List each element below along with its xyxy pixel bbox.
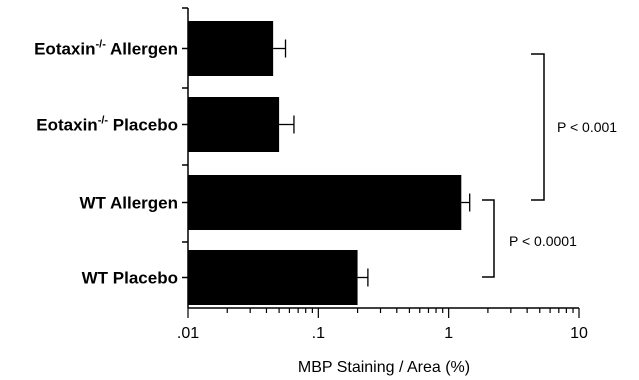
category-label: Eotaxin-/- Allergen [34,39,178,59]
x-tick-label: .01 [177,325,199,342]
bar [188,175,462,230]
significance-label: P < 0.0001 [509,233,577,249]
x-tick-label: .1 [312,325,325,342]
bar [188,21,274,76]
bar [188,250,358,305]
significance-bracket-1 [531,53,545,201]
significance-bracket-2 [482,199,495,278]
category-label: Eotaxin-/- Placebo [36,115,178,135]
category-label: WT Placebo [82,269,178,288]
category-label: WT Allergen [79,194,178,213]
significance-label: P < 0.001 [557,119,617,135]
x-tick-label: 10 [570,325,588,342]
bar [188,97,280,152]
x-tick-label: 1 [444,325,453,342]
x-axis-title: MBP Staining / Area (%) [298,359,470,376]
